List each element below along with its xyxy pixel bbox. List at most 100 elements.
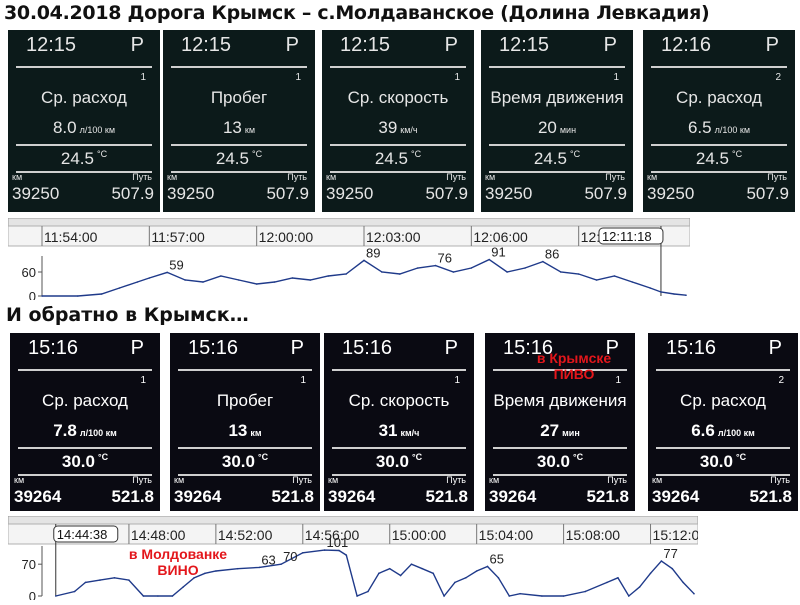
parameter-value: 20 мин bbox=[481, 118, 633, 138]
outside-temperature: 24.5 °C bbox=[322, 149, 474, 169]
parameter-label: Ср. расход bbox=[676, 88, 762, 107]
trip-value: 521.8 bbox=[749, 487, 792, 506]
parameter-value: 27 мин bbox=[485, 421, 635, 441]
peak-speed-label: 101 bbox=[327, 535, 349, 550]
value-number: 31 bbox=[378, 421, 398, 440]
trip-value: 507.9 bbox=[425, 184, 468, 203]
speed-data-point bbox=[236, 567, 239, 570]
clock-time: 12:15 bbox=[340, 34, 391, 56]
speed-data-point bbox=[220, 275, 222, 277]
clock-time: 15:16 bbox=[666, 337, 717, 359]
speed-data-point bbox=[452, 271, 455, 273]
parameter-label: Пробег bbox=[210, 88, 268, 107]
value-number: 27 bbox=[540, 421, 560, 440]
divider bbox=[330, 171, 466, 173]
vino-note-line2: ВИНО bbox=[157, 562, 199, 578]
value-unit: км/ч bbox=[400, 125, 418, 135]
speed-data-point bbox=[693, 592, 695, 595]
value-number: 39 bbox=[378, 118, 398, 137]
clock-time: 15:16 bbox=[503, 337, 554, 359]
odometer-label: км bbox=[14, 475, 25, 485]
speed-chart-return: 14:48:00 14:52:00 14:56:00 15:00:00 15:04:00… bbox=[7, 515, 707, 604]
divider bbox=[18, 474, 152, 476]
gear-indicator: P bbox=[605, 337, 619, 359]
x-tick-label: 14:56:00 bbox=[305, 527, 360, 543]
gear-indicator: P bbox=[768, 337, 782, 359]
outside-temperature: 30.0 °C bbox=[10, 452, 160, 472]
value-unit: км bbox=[244, 125, 256, 135]
speed-data-point bbox=[388, 567, 391, 570]
outside-temperature: 24.5 °C bbox=[481, 149, 633, 169]
speed-data-point bbox=[291, 277, 294, 279]
temperature-value: 30.0 bbox=[536, 452, 570, 471]
speed-data-point bbox=[519, 592, 521, 595]
clock-time: 15:16 bbox=[188, 337, 239, 359]
value-number: 20 bbox=[537, 118, 557, 137]
speed-data-point bbox=[182, 586, 185, 588]
speed-data-point bbox=[416, 267, 419, 269]
memory-index: 1 bbox=[454, 72, 460, 83]
trip-label: Путь bbox=[132, 172, 152, 182]
speed-data-point bbox=[99, 579, 101, 581]
odometer-value: 39264 bbox=[14, 487, 62, 506]
outside-temperature: 30.0 °C bbox=[170, 452, 320, 472]
divider bbox=[16, 171, 152, 173]
speed-data-point bbox=[273, 281, 276, 283]
peak-speed-label: 59 bbox=[169, 257, 183, 272]
peak-speed-label: 76 bbox=[438, 251, 452, 266]
value-unit: л/100 км bbox=[714, 125, 751, 135]
speed-data-point bbox=[398, 273, 401, 275]
speed-series-line bbox=[55, 549, 695, 598]
speed-data-point bbox=[204, 572, 206, 575]
memory-index: 2 bbox=[775, 72, 781, 83]
divider bbox=[18, 369, 152, 371]
outside-temperature: 24.5 °C bbox=[8, 149, 160, 169]
speed-data-point bbox=[136, 281, 139, 283]
pivo-note: в Крымске ПИВО bbox=[514, 350, 634, 382]
parameter-value: 39 км/ч bbox=[322, 118, 474, 138]
memory-index: 1 bbox=[613, 72, 619, 83]
speed-data-point bbox=[682, 581, 684, 584]
speed-data-point bbox=[628, 595, 630, 597]
speed-data-point bbox=[309, 279, 312, 281]
value-unit: л/100 км bbox=[79, 428, 117, 438]
speed-data-point bbox=[542, 260, 544, 263]
speed-data-point bbox=[166, 271, 169, 274]
speed-data-point bbox=[454, 581, 456, 584]
value-unit: л/100 км bbox=[79, 125, 116, 135]
speed-data-point bbox=[432, 572, 435, 575]
parameter-label: Ср. расход bbox=[42, 391, 128, 410]
trip-label: Путь bbox=[767, 172, 787, 182]
memory-index: 2 bbox=[778, 375, 784, 386]
odometer-value: 39250 bbox=[326, 184, 374, 203]
speed-data-point bbox=[613, 275, 616, 277]
value-number: 8.0 bbox=[52, 118, 77, 137]
x-tick-label: 15:12:00 bbox=[653, 527, 698, 543]
value-unit: км bbox=[250, 428, 262, 438]
divider bbox=[178, 447, 312, 449]
speed-data-point bbox=[356, 595, 358, 597]
speed-data-point bbox=[193, 577, 195, 579]
speed-data-point bbox=[338, 549, 340, 552]
speed-data-point bbox=[399, 574, 402, 577]
odometer-value: 39264 bbox=[652, 487, 700, 506]
x-tick-label: 15:04:00 bbox=[479, 527, 534, 543]
speed-data-point bbox=[171, 595, 174, 597]
speed-data-point bbox=[258, 566, 261, 569]
divider bbox=[332, 369, 466, 371]
clock-time: 12:16 bbox=[661, 34, 712, 56]
speed-data-point bbox=[434, 264, 437, 267]
parameter-value: 13 км bbox=[170, 421, 320, 441]
temperature-value: 24.5 bbox=[215, 149, 249, 168]
speed-data-point bbox=[118, 287, 121, 289]
odometer-value: 39264 bbox=[328, 487, 376, 506]
value-number: 13 bbox=[228, 421, 248, 440]
speed-data-point bbox=[685, 294, 687, 296]
odometer-label: км bbox=[326, 172, 337, 182]
speed-data-point bbox=[606, 581, 608, 584]
parameter-value: 8.0 л/100 км bbox=[8, 118, 160, 138]
value-number: 13 bbox=[222, 118, 242, 137]
memory-index: 1 bbox=[300, 375, 306, 386]
trip-value: 521.8 bbox=[425, 487, 468, 506]
speed-data-point bbox=[367, 590, 369, 593]
